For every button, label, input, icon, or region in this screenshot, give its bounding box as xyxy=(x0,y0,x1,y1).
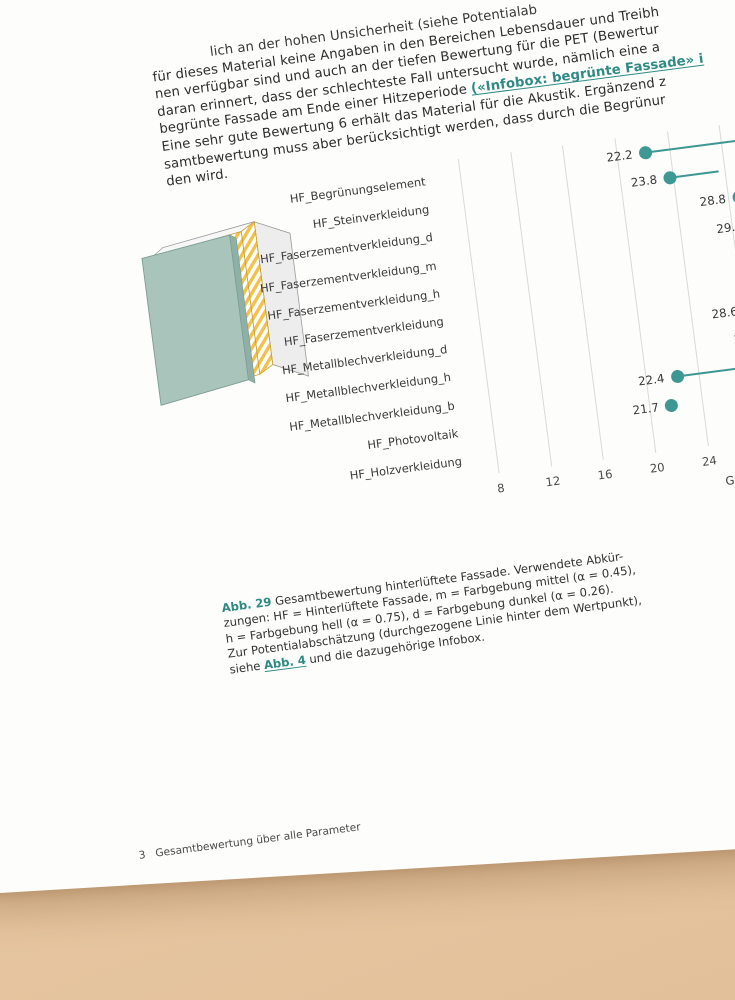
wall-assembly-illustration xyxy=(136,202,339,414)
chart-value-label: 21.7 xyxy=(631,399,660,418)
chart-value-label: 29.8 xyxy=(715,218,735,236)
chart-potential-line xyxy=(669,170,719,180)
caption-line-text: siehe xyxy=(228,658,262,677)
figure-29: 8121620242832 HF_Begrünungselement22.2HF… xyxy=(73,112,735,572)
paper-page: lich an der hohen Unsicherheit (siehe Po… xyxy=(0,0,735,895)
figure-caption: Abb. 29 Gesamtbewertung hinterlüftete Fa… xyxy=(221,529,735,678)
chart-value-label: 22.4 xyxy=(637,370,666,389)
chart-xtick-label: 20 xyxy=(649,459,666,476)
chart-data-point[interactable] xyxy=(664,397,679,413)
page-content: lich an der hohen Unsicherheit (siehe Po… xyxy=(73,0,735,862)
chart-data-point[interactable] xyxy=(731,190,735,205)
page-surface: lich an der hohen Unsicherheit (siehe Po… xyxy=(0,0,735,895)
chart-gesamtbewertung: 8121620242832 HF_Begrünungselement22.2HF… xyxy=(259,111,735,537)
chart-category-label: HF_Begrünungselement xyxy=(289,174,427,206)
chart-gridline xyxy=(718,124,735,440)
chart-data-point[interactable] xyxy=(638,145,653,161)
chart-value-label: 28.8 xyxy=(698,192,727,210)
chart-xtick-label: 12 xyxy=(544,473,562,490)
chart-category-label: HF_Steinverkleidung xyxy=(311,202,430,232)
chart-xaxis-title: Gesamtbewertung xyxy=(724,460,735,489)
chart-value-label: 23.8 xyxy=(630,172,658,191)
chart-value-label: 28.6 xyxy=(710,304,735,322)
chart-data-point[interactable] xyxy=(662,170,678,186)
chart-category-label: HF_Photovoltaik xyxy=(366,426,459,452)
wall-assembly-icon xyxy=(141,220,309,406)
chart-xtick-label: 24 xyxy=(701,453,718,469)
page-footer: 3 Gesamtbewertung über alle Parameter xyxy=(138,821,361,862)
chart-xtick-label: 8 xyxy=(496,480,506,496)
footer-chapter-number: 3 xyxy=(138,849,147,862)
chart-value-label: 22.2 xyxy=(605,147,634,165)
chart-category-label: HF_Holzverkleidung xyxy=(348,453,463,483)
chart-gridline xyxy=(510,152,553,467)
chart-gridline xyxy=(562,145,605,460)
chart-data-point[interactable] xyxy=(669,368,685,384)
footer-chapter-title: Gesamtbewertung über alle Parameter xyxy=(154,821,362,860)
chart-potential-line xyxy=(676,355,735,378)
chart-xtick-label: 16 xyxy=(596,466,614,483)
